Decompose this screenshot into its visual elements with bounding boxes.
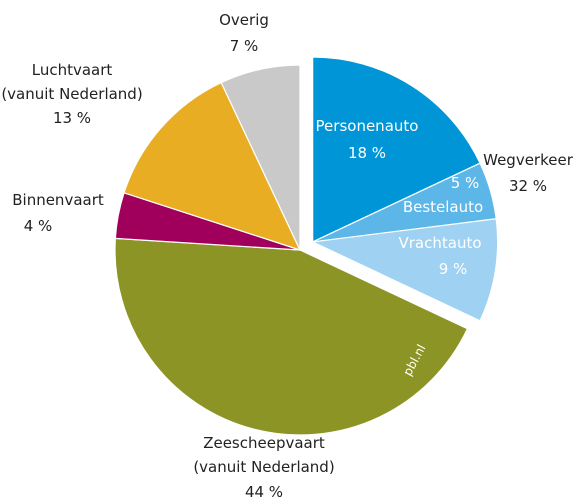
slice-label: Luchtvaart (vanuit Nederland) — [1, 61, 143, 103]
slice-label: Vrachtauto — [398, 234, 482, 252]
value-label: 44 % — [244, 483, 284, 501]
slice-label: Personenauto — [315, 117, 419, 135]
value-label: 9 % — [438, 260, 468, 278]
slice-label: Overig — [219, 11, 269, 29]
slice-label: Binnenvaart — [12, 191, 104, 209]
slice-label: Zeescheepvaart (vanuit Nederland) — [193, 434, 335, 476]
pie-slice — [114, 237, 469, 436]
value-label: 18 % — [347, 144, 387, 162]
group-value-label: 32 % — [508, 177, 548, 195]
value-label: 13 % — [52, 109, 92, 127]
slice-label: Bestelauto — [402, 198, 484, 216]
value-label: 5 % — [450, 174, 480, 192]
pie-slice — [220, 64, 301, 251]
value-label: 4 % — [23, 217, 53, 235]
group-label: Wegverkeer — [483, 151, 573, 169]
pie-slice — [123, 81, 302, 251]
value-label: 7 % — [229, 37, 259, 55]
pie-slice — [310, 218, 499, 322]
pie-slice — [312, 56, 481, 243]
